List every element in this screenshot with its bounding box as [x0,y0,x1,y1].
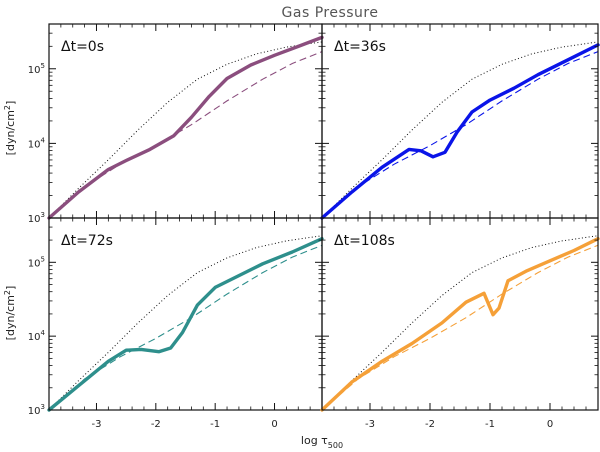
dashed-reference-line [321,244,599,411]
pressure-series-line [47,237,324,412]
x-tick-label: -3 [91,419,101,430]
pressure-series-line [47,35,324,220]
y-tick-label: 105 [28,62,45,76]
y-tick-label: 103 [28,211,45,225]
panel-bottom-right: Δt=108s [320,217,600,412]
x-tick-label: -3 [365,419,375,430]
panel-label: Δt=72s [61,233,113,249]
x-tick-label: 0 [547,419,553,430]
chart-title: Gas Pressure [282,5,379,21]
dashed-reference-line [321,51,599,219]
pressure-series-line [320,237,600,412]
y-axis-label-bottom: [dyn/cm2] [3,286,17,341]
dotted-reference-line [48,41,323,219]
y-tick-label: 104 [28,136,46,150]
panel-label: Δt=36s [334,39,386,55]
x-tick-label: -1 [210,419,220,430]
panel-top-left: Δt=0s [47,23,324,220]
y-tick-label: 104 [28,329,46,343]
panel-label: Δt=108s [334,233,395,249]
panel-label: Δt=0s [61,39,104,55]
x-tick-label: -2 [425,419,435,430]
x-axis-label: log τ500 [301,434,343,450]
panel-bottom-left: Δt=72s [47,217,324,412]
y-tick-label: 105 [28,255,45,269]
x-tick-label: -2 [151,419,161,430]
panel-top-right: Δt=36s [320,23,600,220]
panel-frame [321,217,599,411]
dashed-reference-line [48,51,323,219]
dotted-reference-line [48,235,323,411]
y-axis-label-top: [dyn/cm2] [3,101,17,156]
pressure-series-line [320,43,600,220]
x-tick-label: -1 [485,419,495,430]
y-tick-label: 103 [28,403,45,417]
x-tick-label: 0 [271,419,277,430]
dotted-reference-line [321,235,599,411]
